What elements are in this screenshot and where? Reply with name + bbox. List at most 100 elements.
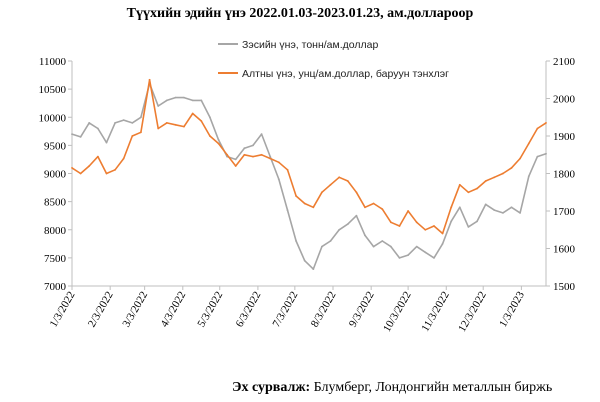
data-point-gold	[338, 176, 341, 179]
data-point-gold	[527, 142, 530, 145]
data-point-copper	[295, 240, 297, 242]
data-point-copper	[502, 212, 504, 214]
data-point-gold	[269, 157, 272, 160]
data-point-copper	[200, 99, 203, 102]
x-tick-label: 8/3/2022	[309, 290, 339, 330]
data-point-gold	[493, 176, 496, 179]
data-point-gold	[303, 202, 306, 205]
data-point-copper	[209, 116, 211, 119]
y-left-tick-label: 9000	[44, 169, 67, 181]
y-right-tick-label: 1800	[553, 169, 576, 181]
data-point-gold	[97, 155, 99, 158]
data-point-gold	[364, 206, 366, 209]
data-point-copper	[88, 122, 91, 124]
axes: 7000 7500 8000 8500 9000 9500 10000 10500 11000 1…	[39, 56, 576, 334]
source-text: Блумберг, Лондонгийн металлын биржь	[313, 380, 553, 395]
data-point-gold	[510, 167, 513, 169]
x-tick-label: 5/3/2022	[195, 290, 225, 330]
data-point-copper	[157, 105, 160, 107]
data-point-gold	[183, 125, 185, 128]
y-right-tick-label: 2100	[553, 56, 576, 68]
data-point-copper	[174, 96, 177, 99]
data-point-gold	[536, 127, 539, 130]
y-right-tick-label: 1500	[553, 281, 576, 293]
data-point-gold	[321, 191, 323, 194]
data-point-copper	[536, 155, 539, 158]
y-left-tick-label: 11000	[39, 56, 67, 68]
data-point-gold	[131, 135, 134, 137]
data-point-gold	[372, 202, 375, 205]
data-point-copper	[321, 245, 323, 248]
data-point-copper	[424, 251, 427, 254]
data-point-gold	[381, 208, 384, 211]
data-point-gold	[450, 206, 453, 209]
data-point-gold	[88, 165, 91, 167]
data-point-copper	[467, 226, 470, 228]
series-layer	[71, 78, 547, 270]
data-point-gold	[140, 131, 142, 134]
data-point-gold	[165, 122, 168, 124]
data-point-gold	[277, 161, 280, 164]
data-point-copper	[260, 133, 263, 136]
data-point-copper	[398, 257, 401, 259]
data-point-copper	[545, 152, 547, 155]
x-tick-label: 1/3/2022	[48, 290, 78, 330]
data-point-copper	[441, 242, 444, 245]
data-point-copper	[303, 259, 306, 262]
data-point-copper	[234, 158, 237, 161]
data-point-copper	[510, 206, 513, 209]
data-point-copper	[277, 178, 280, 181]
data-point-gold	[243, 153, 246, 156]
data-point-copper	[131, 122, 134, 124]
data-point-gold	[467, 191, 470, 194]
data-point-gold	[390, 221, 392, 224]
data-point-gold	[286, 168, 289, 171]
data-point-gold	[252, 155, 254, 158]
data-point-copper	[346, 223, 349, 226]
data-point-copper	[493, 209, 496, 212]
y-right-tick-label: 1600	[553, 244, 576, 256]
data-point-copper	[407, 254, 409, 256]
data-point-copper	[381, 240, 384, 242]
legend: Зэсийн үнэ, тонн/ам.доллар Алтны үнэ, ун…	[218, 39, 449, 80]
data-point-gold	[407, 210, 409, 212]
x-tick-label: 11/3/2022	[419, 290, 452, 334]
data-point-gold	[114, 168, 116, 171]
data-point-gold	[157, 127, 160, 130]
source-note: Эх сурвалж: Блумберг, Лондонгийн металлы…	[232, 380, 552, 396]
y-left-tick-label: 8500	[44, 197, 67, 209]
data-point-gold	[458, 183, 461, 186]
data-point-copper	[519, 212, 521, 214]
data-point-gold	[79, 172, 82, 175]
x-tick-label: 4/3/2022	[158, 290, 188, 330]
legend-label-gold: Алтны үнэ, унц/ам.доллар, баруун тэнхлэг	[242, 68, 449, 80]
chart-title: Түүхийн эдийн үнэ 2022.01.03-2023.01.23,…	[126, 6, 474, 21]
y-left-tick-label: 9500	[44, 140, 67, 152]
data-point-copper	[122, 119, 125, 121]
y-left-tick-label: 7500	[44, 253, 67, 265]
data-point-copper	[458, 206, 461, 209]
data-point-copper	[252, 144, 254, 147]
data-point-copper	[183, 96, 185, 99]
data-point-gold	[398, 225, 401, 227]
data-point-gold	[234, 165, 237, 167]
y-right-tick-label: 2000	[553, 94, 576, 106]
data-point-copper	[97, 127, 99, 130]
data-point-gold	[329, 183, 332, 186]
data-point-copper	[286, 209, 289, 212]
data-point-copper	[243, 147, 246, 150]
data-point-copper	[329, 240, 332, 242]
x-tick-label: 1/3/2023	[497, 289, 527, 329]
data-point-gold	[424, 228, 427, 231]
data-point-copper	[372, 245, 375, 248]
data-point-copper	[527, 175, 530, 178]
data-point-gold	[415, 221, 418, 224]
data-point-copper	[338, 228, 341, 231]
data-point-copper	[79, 136, 82, 138]
y-right-tick-label: 1900	[553, 131, 576, 143]
y-left-tick-label: 10000	[39, 112, 67, 124]
data-point-copper	[71, 133, 73, 136]
y-right-tick-label: 1700	[553, 206, 576, 218]
data-point-copper	[450, 220, 453, 223]
